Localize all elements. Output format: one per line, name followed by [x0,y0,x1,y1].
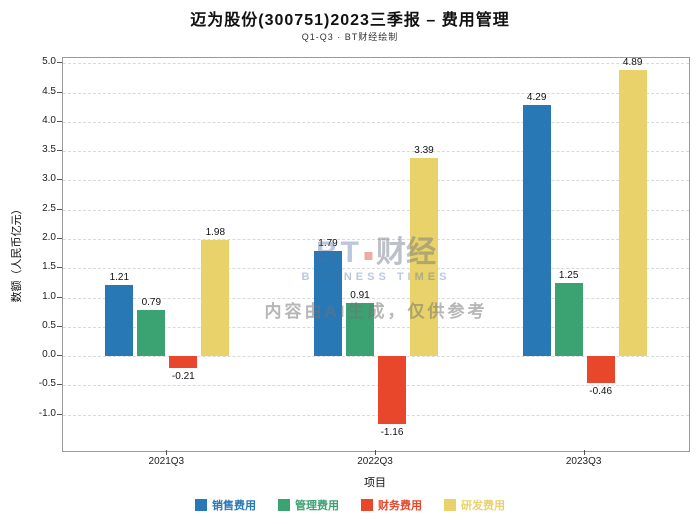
x-tick-label: 2023Q3 [565,456,602,467]
legend-swatch [361,499,373,511]
bar-研发费用-2022Q3 [410,157,438,357]
y-tick-mark [57,62,62,64]
gridline [63,92,689,94]
y-tick-mark [57,91,62,93]
y-tick-mark [57,120,62,122]
x-tick-label: 2022Q3 [357,456,393,467]
y-tick-mark [57,355,62,357]
y-tick-mark [57,237,62,239]
y-tick-label: 2.5 [42,202,56,214]
y-tick-mark [57,179,62,181]
watermark: BT 财经 BUSINESS TIMES 内容由AI生成，仅供参考 [265,238,488,322]
bar-value-label: 1.21 [109,272,130,284]
legend-item-财务费用: 财务费用 [361,497,422,513]
y-tick-label: 4.5 [42,85,56,97]
gridline [63,238,689,240]
legend-item-销售费用: 销售费用 [195,497,256,513]
gridline [63,209,689,211]
gridline [63,356,689,358]
legend-swatch [278,499,290,511]
y-tick-mark [57,384,62,386]
y-tick-label: 3.5 [42,144,56,156]
bar-value-label: 3.39 [414,144,434,156]
y-tick-mark [57,267,62,269]
bar-value-label: 1.79 [318,238,338,250]
legend-label: 财务费用 [378,500,422,512]
y-tick-label: 3.0 [42,173,56,185]
watermark-logo-subtitle: BUSINESS TIMES [301,271,451,283]
bar-管理费用-2021Q3 [137,309,166,357]
y-tick-label: -1.0 [38,407,56,419]
bar-销售费用-2021Q3 [105,285,134,357]
bar-财务费用-2023Q3 [586,356,615,384]
chart-subtitle: Q1-Q3 · BT财经绘制 [301,32,399,42]
x-tick-mark [166,450,168,455]
bar-value-label: 1.98 [205,227,226,239]
bar-财务费用-2021Q3 [169,356,198,369]
gridline [63,151,689,153]
watermark-logo-red-dot-icon [364,252,372,260]
legend-label: 管理费用 [295,500,339,512]
y-tick-label: 0.5 [42,319,56,331]
bar-value-label: 1.25 [558,269,579,281]
x-tick-mark [583,450,585,455]
y-tick-label: -0.5 [38,378,56,390]
bar-研发费用-2021Q3 [201,240,230,357]
legend-swatch [195,499,207,511]
y-tick-label: 4.0 [42,114,56,126]
bar-value-label: -0.21 [171,371,195,383]
gridline [63,385,689,387]
chart-title: 迈为股份(300751)2023三季报 – 费用管理 [190,12,510,29]
bar-value-label: 0.91 [350,289,370,301]
bar-value-label: -1.16 [380,427,404,439]
legend-label: 研发费用 [461,500,505,512]
bar-研发费用-2023Q3 [618,69,647,357]
y-tick-mark [57,413,62,415]
gridline [63,121,689,123]
gridline [63,414,689,416]
gridline [63,63,689,65]
x-tick-mark [375,450,376,455]
y-tick-label: 2.0 [42,231,56,243]
gridline [63,297,689,299]
y-tick-mark [57,296,62,298]
y-tick-label: 1.5 [42,261,56,273]
bar-销售费用-2023Q3 [522,104,551,357]
bar-财务费用-2022Q3 [378,356,406,425]
watermark-ai-disclaimer: 内容由AI生成，仅供参考 [264,302,488,321]
y-tick-mark [57,325,62,327]
bar-管理费用-2022Q3 [346,302,374,357]
y-tick-mark [57,150,62,152]
y-tick-label: 0.0 [42,349,56,361]
bar-value-label: -0.46 [589,386,613,398]
watermark-logo: BT 财经 [265,238,488,268]
legend-item-研发费用: 研发费用 [444,497,505,513]
legend-label: 销售费用 [212,500,256,512]
x-tick-label: 2021Q3 [148,456,185,467]
gridline [63,326,689,328]
x-axis-label: 项目 [364,477,386,489]
bar-value-label: 0.79 [141,296,162,308]
legend-item-管理费用: 管理费用 [278,497,339,513]
y-tick-label: 5.0 [42,56,56,68]
bar-销售费用-2022Q3 [314,251,342,357]
plot-area: BT 财经 BUSINESS TIMES 内容由AI生成，仅供参考 1.21 0.7… [62,57,690,452]
bar-管理费用-2023Q3 [554,282,583,357]
legend-swatch [444,499,456,511]
bar-value-label: 4.89 [622,56,643,68]
y-tick-mark [57,208,62,210]
y-tick-label: 1.0 [42,290,56,302]
legend: 销售费用 管理费用 财务费用 研发费用 [0,497,700,513]
gridline [63,268,689,270]
gridline [63,180,689,182]
bar-value-label: 4.29 [526,91,547,103]
y-axis-label: 数额（人民币亿元） [11,203,23,303]
